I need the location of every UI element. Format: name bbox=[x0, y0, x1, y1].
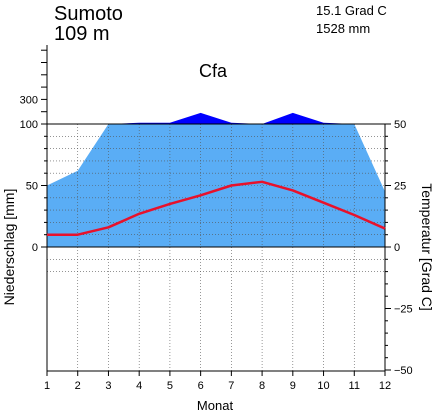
x-tick-label: 11 bbox=[349, 380, 360, 392]
station-elevation: 109 m bbox=[54, 23, 110, 45]
climate-class: Cfa bbox=[199, 61, 228, 81]
left-tick-label: 100 bbox=[20, 119, 38, 131]
precipitation-area-above-100 bbox=[47, 112, 385, 124]
x-tick-label: 5 bbox=[167, 380, 173, 392]
x-tick-label: 4 bbox=[136, 380, 142, 392]
right-tick-label: 50 bbox=[394, 119, 406, 131]
x-tick-label: 8 bbox=[259, 380, 265, 392]
right-tick-label: 0 bbox=[394, 242, 400, 254]
right-tick-label: −50 bbox=[394, 365, 413, 377]
x-tick-label: 10 bbox=[317, 380, 329, 392]
left-tick-label: 300 bbox=[20, 94, 38, 106]
right-tick-label: 25 bbox=[394, 181, 406, 193]
station-name: Sumoto bbox=[54, 3, 123, 25]
x-tick-label: 7 bbox=[228, 380, 234, 392]
right-tick-label: −25 bbox=[394, 304, 413, 316]
x-tick-label: 12 bbox=[379, 380, 391, 392]
x-axis-title: Monat bbox=[197, 398, 234, 413]
left-axis-title: Niederschlag [mm] bbox=[1, 189, 17, 306]
x-tick-label: 6 bbox=[198, 380, 204, 392]
x-tick-label: 3 bbox=[105, 380, 111, 392]
axes bbox=[41, 45, 391, 376]
x-tick-label: 2 bbox=[75, 380, 81, 392]
precipitation-areas bbox=[47, 112, 385, 247]
right-axis-title: Temperatur [Grad C] bbox=[419, 183, 435, 311]
temperature-series bbox=[47, 180, 386, 236]
temperature-line bbox=[47, 180, 386, 236]
left-tick-label: 0 bbox=[32, 242, 38, 254]
mean-temperature: 15.1 Grad C bbox=[316, 3, 387, 18]
x-tick-label: 9 bbox=[290, 380, 296, 392]
left-tick-label: 50 bbox=[26, 181, 38, 193]
annual-precipitation: 1528 mm bbox=[316, 21, 370, 36]
x-tick-label: 1 bbox=[44, 380, 50, 392]
